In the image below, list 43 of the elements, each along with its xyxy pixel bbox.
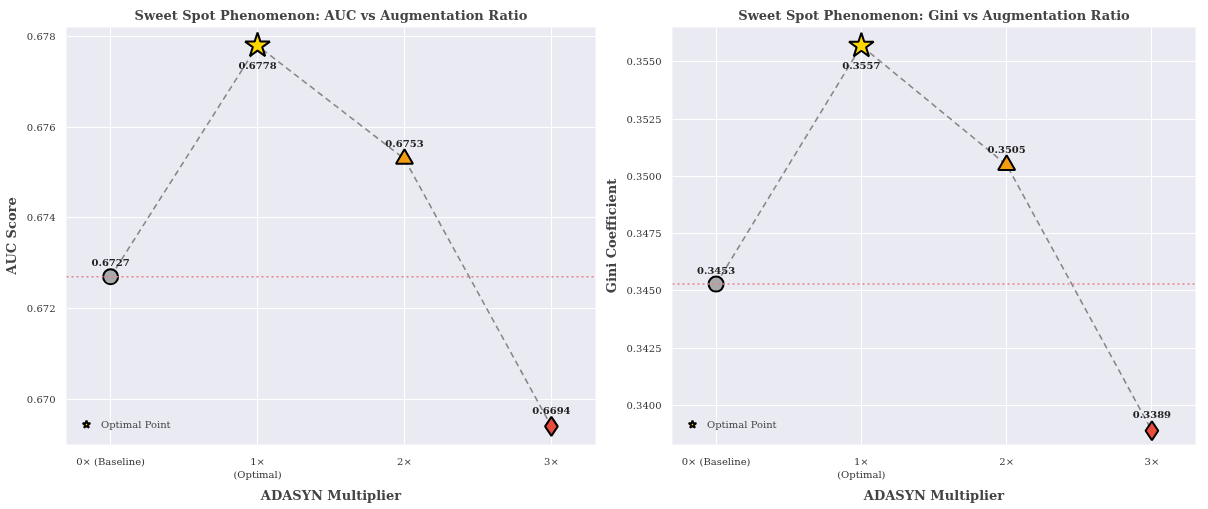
y-tick-label: 0.3500 xyxy=(626,170,662,182)
point xyxy=(997,154,1017,171)
legend-label: Optimal Point xyxy=(101,418,171,430)
y-tick-label: 0.678 xyxy=(26,31,56,43)
data-label: 0.3505 xyxy=(987,144,1026,156)
x-tick-label: 1× (Optimal) xyxy=(837,455,886,480)
data-label: 0.6778 xyxy=(238,59,277,71)
y-tick-label: 0.3475 xyxy=(626,228,662,240)
data-label: 0.3389 xyxy=(1132,409,1172,421)
x-tick-label: 0× (Baseline) xyxy=(76,455,146,467)
y-axis-title: Gini Coefficient xyxy=(603,178,619,294)
x-tick-label: 0× (Baseline) xyxy=(681,455,751,467)
x-tick-label: 2× xyxy=(999,455,1015,467)
x-axis-title: ADASYN Multiplier xyxy=(862,487,1005,503)
chart-title: Sweet Spot Phenomenon: Gini vs Augmentation Ratio xyxy=(738,7,1131,23)
x-tick-label: 2× xyxy=(397,455,412,467)
point xyxy=(848,31,875,58)
y-tick-label: 0.672 xyxy=(26,303,56,315)
y-tick-label: 0.3550 xyxy=(626,56,662,68)
y-tick-label: 0.3425 xyxy=(626,342,662,354)
point xyxy=(102,268,120,286)
y-tick-label: 0.676 xyxy=(26,121,56,133)
data-label: 0.6694 xyxy=(532,404,571,416)
chart-title: Sweet Spot Phenomenon: AUC vs Augmentation Ratio xyxy=(134,7,528,23)
x-axis-title: ADASYN Multiplier xyxy=(259,487,402,503)
legend-label: Optimal Point xyxy=(707,418,777,430)
data-label: 0.6753 xyxy=(385,138,424,150)
y-tick-label: 0.670 xyxy=(26,393,56,405)
y-tick-label: 0.3525 xyxy=(626,113,662,125)
y-tick-label: 0.3450 xyxy=(626,285,662,297)
point xyxy=(1144,420,1160,442)
x-tick-label: 1× (Optimal) xyxy=(233,455,282,480)
data-label: 0.3453 xyxy=(696,264,736,276)
y-axis-title: AUC Score xyxy=(3,197,19,276)
point xyxy=(707,275,725,293)
x-tick-label: 3× xyxy=(1144,455,1160,467)
y-tick-label: 0.674 xyxy=(26,212,56,224)
x-tick-label: 3× xyxy=(544,455,559,467)
point xyxy=(244,31,271,58)
y-tick-label: 0.3400 xyxy=(626,400,662,412)
data-label: 0.3557 xyxy=(842,59,881,71)
data-label: 0.6727 xyxy=(91,257,130,269)
point xyxy=(394,148,414,165)
